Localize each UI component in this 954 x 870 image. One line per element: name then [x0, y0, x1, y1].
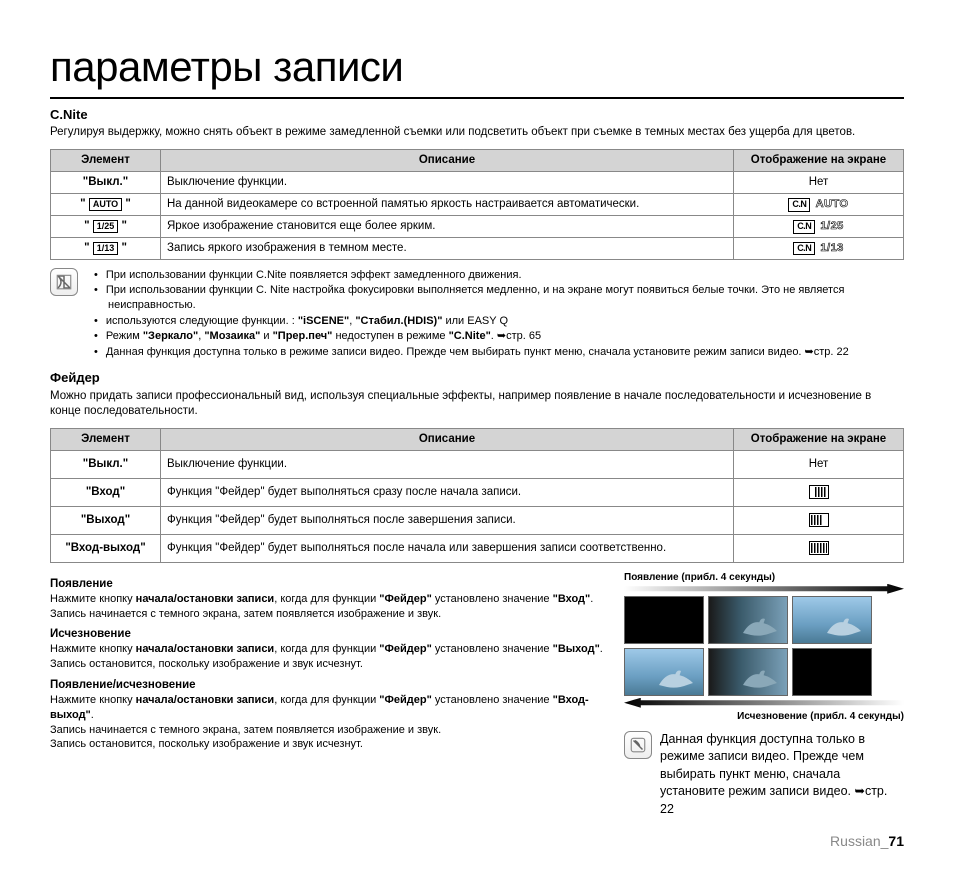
fader-intro: Можно придать записи профессиональный ви… — [50, 389, 904, 420]
note-list: При использовании функции C.Nite появляе… — [86, 268, 904, 360]
note-item: При использовании функции C.Nite появляе… — [94, 268, 904, 283]
page-footer: Russian_71 — [50, 832, 904, 850]
cell-display: C.N AUTO — [734, 193, 904, 215]
cell-desc: Запись яркого изображения в темном месте… — [161, 237, 734, 259]
th-display: Отображение на экране — [734, 150, 904, 172]
cell-display: C.N 1/13 — [734, 237, 904, 259]
cell-desc: Функция "Фейдер" будет выполняться сразу… — [161, 478, 734, 506]
th-element: Элемент — [51, 428, 161, 450]
disp-text: 1/25 — [820, 219, 843, 233]
auto-box-icon: AUTO — [89, 198, 122, 211]
table-row: "Вход" Функция "Фейдер" будет выполнятьс… — [51, 478, 904, 506]
cell-element: "Выкл." — [51, 171, 161, 193]
cnite-heading: C.Nite — [50, 107, 904, 124]
note-item: Режим "Зеркало", "Мозаика" и "Прер.печ" … — [94, 329, 904, 344]
dolphin-icon — [657, 665, 697, 691]
disappear-body: Нажмите кнопку начала/остановки записи, … — [50, 642, 606, 672]
table-row: "Выкл." Выключение функции. Нет — [51, 450, 904, 478]
arrow-right-icon — [624, 584, 904, 594]
cell-desc: Выключение функции. — [161, 450, 734, 478]
fader-heading: Фейдер — [50, 370, 904, 387]
table-row: "Выкл." Выключение функции. Нет — [51, 171, 904, 193]
thumb-row-out — [624, 648, 904, 696]
cell-display: C.N 1/25 — [734, 215, 904, 237]
thumb-full — [624, 648, 704, 696]
cell-display: Нет — [734, 171, 904, 193]
cell-desc: Выключение функции. — [161, 171, 734, 193]
note2: Данная функция доступна только в режиме … — [624, 731, 904, 819]
cell-element: " AUTO " — [51, 193, 161, 215]
cnite-intro: Регулируя выдержку, можно снять объект в… — [50, 125, 904, 141]
cnite-table: Элемент Описание Отображение на экране "… — [50, 149, 904, 260]
cell-desc: Функция "Фейдер" будет выполняться после… — [161, 506, 734, 534]
cell-desc: На данной видеокамере со встроенной памя… — [161, 193, 734, 215]
arrow-right-icon — [624, 698, 904, 708]
instructions: Появление Нажмите кнопку начала/остановк… — [50, 571, 606, 755]
dolphin-icon — [741, 613, 781, 639]
footer-page: 71 — [888, 833, 904, 849]
thumb-row-in — [624, 596, 904, 644]
cell-element: " 1/13 " — [51, 237, 161, 259]
thumb-mid — [708, 596, 788, 644]
appear-body: Нажмите кнопку начала/остановки записи, … — [50, 592, 606, 622]
cell-element: " 1/25 " — [51, 215, 161, 237]
cell-element: "Вход-выход" — [51, 534, 161, 562]
th-display: Отображение на экране — [734, 428, 904, 450]
th-desc: Описание — [161, 150, 734, 172]
disp-text: 1/13 — [820, 241, 843, 255]
cell-display: Нет — [734, 450, 904, 478]
thumb-black — [792, 648, 872, 696]
dolphin-icon — [741, 665, 781, 691]
th-element: Элемент — [51, 150, 161, 172]
note-item: При использовании функции C. Nite настро… — [94, 283, 904, 314]
cell-desc: Яркое изображение становится еще более я… — [161, 215, 734, 237]
th-desc: Описание — [161, 428, 734, 450]
fade-in-icon — [809, 485, 829, 499]
table-row: "Выход" Функция "Фейдер" будет выполнять… — [51, 506, 904, 534]
note-icon — [624, 731, 652, 759]
table-row: "Вход-выход" Функция "Фейдер" будет выпо… — [51, 534, 904, 562]
note-icon — [50, 268, 78, 296]
cell-display — [734, 478, 904, 506]
cell-desc: Функция "Фейдер" будет выполняться после… — [161, 534, 734, 562]
page-title: параметры записи — [50, 40, 904, 99]
cell-element: "Выкл." — [51, 450, 161, 478]
cell-display — [734, 506, 904, 534]
note-item: Данная функция доступна только в режиме … — [94, 345, 904, 360]
cell-display — [734, 534, 904, 562]
shutter-box-icon: 1/25 — [93, 220, 119, 233]
fade-both-icon — [809, 541, 829, 555]
thumb-mid — [708, 648, 788, 696]
fade-out-caption: Исчезновение (прибл. 4 секунды) — [624, 710, 904, 723]
note2-text: Данная функция доступна только в режиме … — [660, 731, 904, 819]
table-row: " 1/13 " Запись яркого изображения в тем… — [51, 237, 904, 259]
thumb-black — [624, 596, 704, 644]
shutter-box-icon: 1/13 — [93, 242, 119, 255]
note-item: используются следующие функции. : "iSCEN… — [94, 314, 904, 329]
both-heading: Появление/исчезновение — [50, 678, 606, 693]
thumb-full — [792, 596, 872, 644]
fade-out-icon — [809, 513, 829, 527]
both-body: Нажмите кнопку начала/остановки записи, … — [50, 693, 606, 752]
cell-element: "Выход" — [51, 506, 161, 534]
footer-lang: Russian_ — [830, 833, 888, 849]
dolphin-icon — [825, 613, 865, 639]
appear-heading: Появление — [50, 577, 606, 592]
cnite-notes: При использовании функции C.Nite появляе… — [50, 268, 904, 360]
table-row: " 1/25 " Яркое изображение становится ещ… — [51, 215, 904, 237]
table-row: " AUTO " На данной видеокамере со встрое… — [51, 193, 904, 215]
fade-in-caption: Появление (прибл. 4 секунды) — [624, 571, 904, 584]
cell-element: "Вход" — [51, 478, 161, 506]
cn-badge-icon: C.N — [793, 220, 815, 234]
cn-badge-icon: C.N — [793, 242, 815, 256]
cn-badge-icon: C.N — [788, 198, 810, 212]
fade-illustration: Появление (прибл. 4 секунды) Исчезновени… — [624, 571, 904, 819]
fader-table: Элемент Описание Отображение на экране "… — [50, 428, 904, 563]
disp-text: AUTO — [816, 197, 849, 211]
disappear-heading: Исчезновение — [50, 627, 606, 642]
